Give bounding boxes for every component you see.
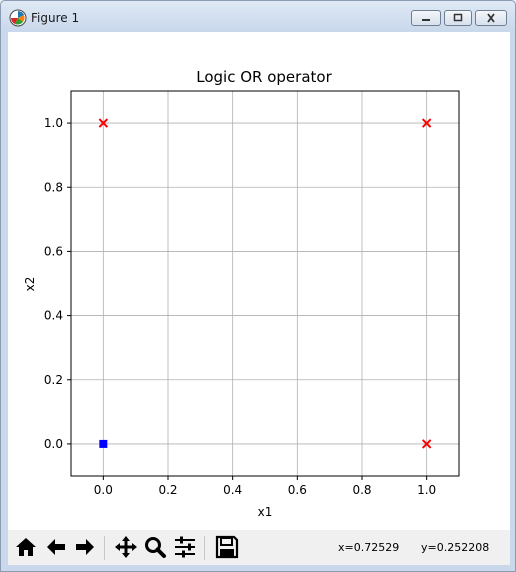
back-button[interactable] xyxy=(42,534,70,560)
maximize-button[interactable] xyxy=(444,10,472,26)
x-axis-label: x1 xyxy=(258,505,273,519)
subplots-button[interactable] xyxy=(171,534,199,560)
home-icon xyxy=(16,538,36,556)
chart-title: Logic OR operator xyxy=(196,68,332,86)
zoom-icon xyxy=(145,537,166,558)
close-button[interactable] xyxy=(475,10,507,26)
back-icon xyxy=(47,539,65,555)
cursor-x-readout: x=0.72529 xyxy=(338,541,400,554)
x-tick-label: 0.0 xyxy=(94,483,113,497)
zoom-button[interactable] xyxy=(141,534,169,560)
navigation-toolbar: x=0.72529 y=0.252208 xyxy=(8,530,510,565)
restore-icon xyxy=(453,13,463,22)
x-tick-label: 0.2 xyxy=(158,483,177,497)
y-tick-label: 0.4 xyxy=(44,309,63,323)
window-title: Figure 1 xyxy=(31,11,80,25)
y-tick-label: 0.2 xyxy=(44,373,63,387)
x-tick-label: 0.6 xyxy=(288,483,307,497)
save-button[interactable] xyxy=(213,534,241,560)
minimize-icon xyxy=(422,19,430,21)
toolbar-separator xyxy=(204,536,205,560)
grid-lines xyxy=(71,91,459,476)
forward-icon xyxy=(76,539,94,555)
axes-frame xyxy=(70,90,460,477)
matplotlib-icon xyxy=(9,9,27,27)
pan-button[interactable] xyxy=(112,534,140,560)
y-tick-label: 1.0 xyxy=(44,116,63,130)
x-marker xyxy=(421,118,432,128)
square-marker xyxy=(99,439,108,448)
data-points xyxy=(98,118,432,449)
minimize-button[interactable] xyxy=(411,10,441,26)
x-tick-label: 0.4 xyxy=(223,483,242,497)
close-icon xyxy=(487,13,495,23)
y-tick-label: 0.6 xyxy=(44,244,63,258)
toolbar-separator xyxy=(104,536,105,560)
figure-canvas-area: Logic OR operator 0.0 0.2 0.4 0.6 0.8 1.0 0.0 0… xyxy=(8,32,510,565)
y-axis-label: x2 xyxy=(23,277,37,292)
x-tick-label: 1.0 xyxy=(417,483,436,497)
cursor-y-readout: y=0.252208 xyxy=(421,541,490,554)
save-icon xyxy=(215,535,239,559)
x-marker xyxy=(421,439,432,449)
y-tick-label: 0.8 xyxy=(44,180,63,194)
forward-button[interactable] xyxy=(71,534,99,560)
x-tick-label: 0.8 xyxy=(352,483,371,497)
y-tick-label: 0.0 xyxy=(44,437,63,451)
x-marker xyxy=(98,118,109,128)
plot-canvas[interactable]: Logic OR operator 0.0 0.2 0.4 0.6 0.8 1.00.00… xyxy=(8,32,510,530)
title-bar[interactable]: Figure 1 xyxy=(1,1,515,33)
home-button[interactable] xyxy=(12,534,40,560)
axis-ticks: 0.0 0.2 0.4 0.6 0.8 1.0 0.0 0.2 0.4 0.6 0.8 1.0 xyxy=(44,116,436,497)
pan-icon xyxy=(115,536,137,558)
subplots-icon xyxy=(175,536,195,558)
